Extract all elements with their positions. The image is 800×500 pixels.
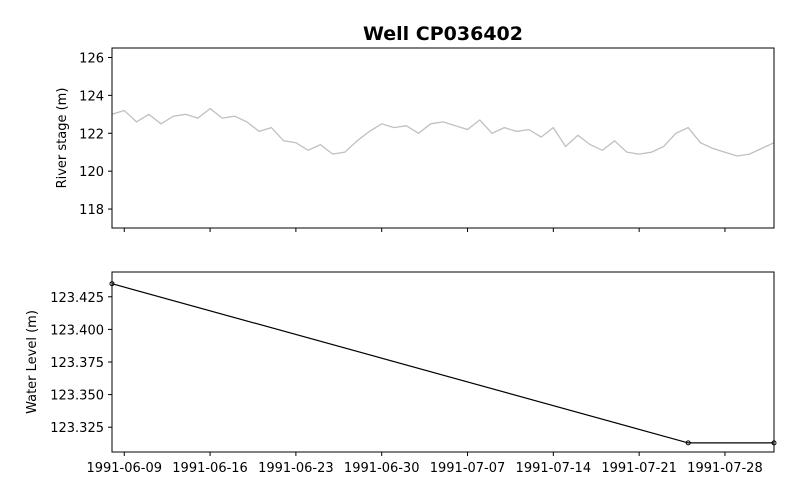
y-tick-label: 120: [79, 165, 104, 180]
y-tick-label: 123.400: [50, 323, 104, 338]
x-tick-label: 1991-06-09: [86, 461, 162, 476]
water-level-y-axis: 123.325 123.350 123.375 123.400 123.425: [50, 291, 112, 436]
y-tick-label: 124: [79, 89, 104, 104]
data-point: [685, 440, 691, 446]
x-tick-label: 1991-06-16: [172, 461, 248, 476]
series-line: [111, 283, 774, 444]
chart-title: Well CP036402: [363, 23, 523, 45]
x-tick-label: 1991-07-07: [430, 461, 506, 476]
water-level-x-axis: 1991-06-09 1991-06-16 1991-06-23 1991-06-30…: [86, 452, 763, 476]
x-tick-label: 1991-06-30: [344, 461, 420, 476]
water-level-series: [109, 281, 777, 446]
river-stage-x-axis: [123, 228, 726, 232]
y-tick-label: 118: [79, 203, 104, 218]
y-tick-label: 123.350: [50, 389, 104, 404]
river-stage-y-axis-label: River stage (m): [55, 88, 70, 189]
river-stage-series: [111, 107, 775, 157]
y-tick-label: 123.375: [50, 356, 104, 371]
series-line: [111, 107, 775, 157]
y-tick-label: 122: [79, 127, 104, 142]
x-tick-label: 1991-07-21: [601, 461, 677, 476]
water-level-axes-frame: [111, 271, 775, 453]
water-level-y-axis-label: Water Level (m): [25, 310, 40, 414]
river-stage-panel: 118 120 122 124 126 River stage (m): [55, 47, 775, 232]
y-tick-label: 123.425: [50, 291, 104, 306]
y-tick-label: 126: [79, 51, 104, 66]
river-stage-y-axis: 118 120 122 124 126: [79, 51, 112, 218]
y-tick-label: 123.325: [50, 421, 104, 436]
water-level-panel: 123.325 123.350 123.375 123.400 123.425 1991…: [25, 271, 777, 476]
x-tick-label: 1991-06-23: [258, 461, 334, 476]
x-tick-label: 1991-07-28: [687, 461, 763, 476]
x-tick-label: 1991-07-14: [516, 461, 592, 476]
river-stage-axes-frame: [111, 47, 775, 229]
